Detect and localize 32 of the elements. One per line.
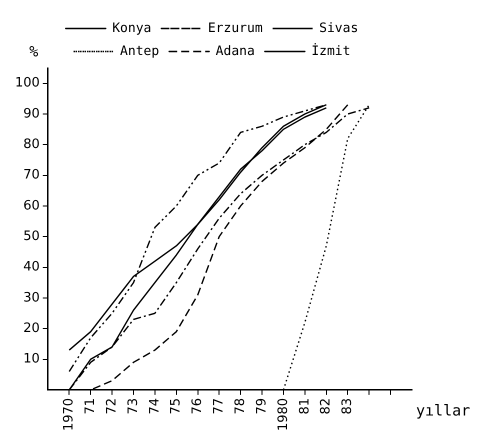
legend-label: İzmit: [311, 42, 350, 59]
y-tick-label: 20: [23, 320, 40, 336]
x-tick-label: 81: [297, 398, 312, 414]
y-tick-label: 80: [23, 137, 40, 152]
x-tick-label: 74: [147, 398, 162, 414]
legend-label: Antep: [120, 44, 160, 59]
y-tick-label: 10: [23, 352, 40, 367]
y-tick-label: 100: [14, 76, 40, 91]
y-tick-label: 30: [23, 290, 40, 306]
y-tick-label: 40: [23, 260, 40, 275]
x-tick-label: 79: [254, 398, 270, 414]
legend-label: Adana: [216, 44, 255, 59]
x-tick-label: 73: [126, 398, 141, 414]
y-tick-label: 70: [23, 168, 40, 183]
x-tick-label: 82: [318, 398, 334, 414]
x-axis-title: yıllar: [416, 401, 470, 420]
x-tick-label: 1970: [62, 398, 77, 432]
legend-label: Erzurum: [208, 20, 263, 36]
x-tick-label: 71: [83, 398, 98, 414]
y-tick-label: 60: [23, 198, 40, 214]
legend-label: Sivas: [319, 20, 358, 36]
x-tick-label: 78: [232, 398, 248, 414]
x-tick-label: 77: [212, 398, 227, 414]
x-tick-label: 83: [340, 398, 356, 414]
x-tick-label: 76: [190, 398, 206, 414]
legend-label: Konya: [112, 20, 152, 36]
y-tick-label: 90: [23, 106, 40, 122]
y-tick-label: 50: [23, 229, 40, 244]
y-axis-title: %: [29, 42, 38, 60]
x-tick-label: 75: [168, 398, 184, 414]
x-tick-label: 72: [104, 398, 120, 414]
x-tick-label: 1980: [276, 398, 291, 432]
